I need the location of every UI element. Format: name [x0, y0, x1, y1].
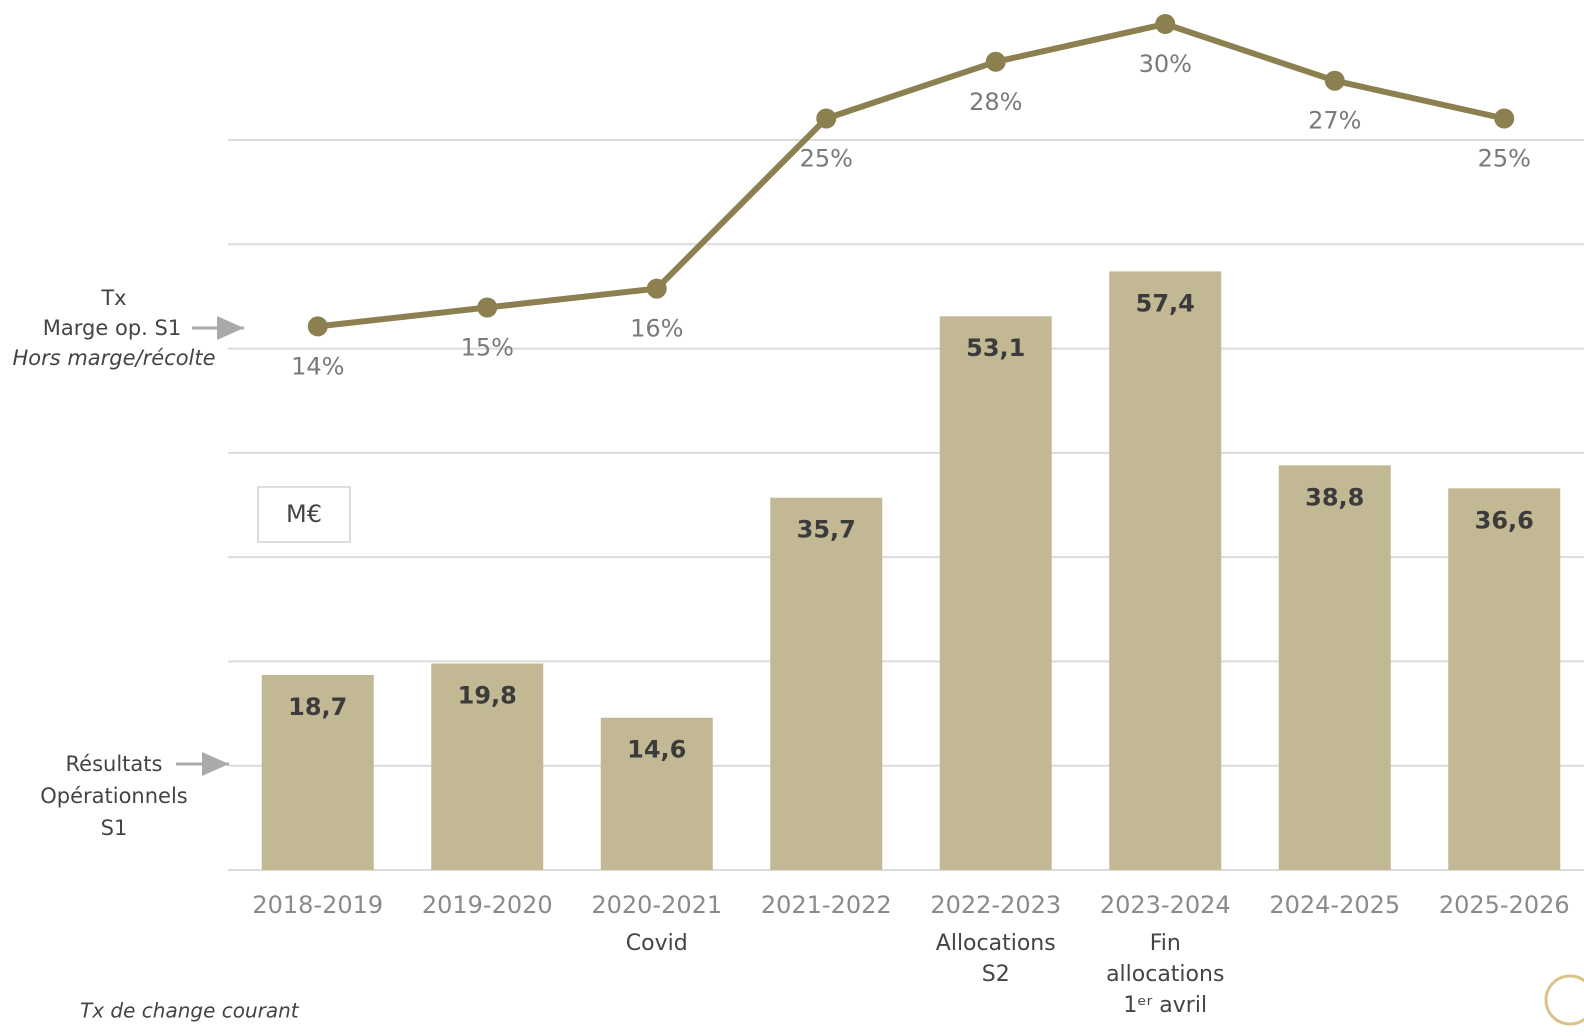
- value-label: 25%: [1478, 145, 1531, 173]
- bar: [1278, 465, 1391, 870]
- bar: [939, 316, 1052, 870]
- category-note: S2: [982, 962, 1010, 987]
- x-tick-label: 2018-2019: [252, 891, 383, 919]
- series-label: Tx: [100, 286, 126, 310]
- series-label: Opérationnels: [40, 784, 188, 808]
- value-label: 38,8: [1305, 483, 1364, 511]
- line-point: [1155, 14, 1176, 34]
- line-point: [1324, 70, 1345, 91]
- value-label: 19,8: [458, 682, 517, 710]
- bar: [1109, 271, 1222, 870]
- x-tick-label: 2021-2022: [761, 891, 892, 919]
- value-label: 57,4: [1136, 289, 1195, 317]
- bar: [600, 717, 713, 870]
- logo: [1544, 974, 1584, 1026]
- x-tick-label: 2019-2020: [422, 891, 553, 919]
- series-label: Hors marge/récolte: [12, 346, 215, 370]
- line-point: [477, 297, 498, 318]
- unit-box: [257, 486, 351, 543]
- bar: [431, 663, 544, 870]
- line-point: [1494, 108, 1515, 129]
- value-label: 18,7: [288, 693, 347, 721]
- footnote: Tx de change courant: [80, 999, 300, 1023]
- line: [317, 21, 1505, 330]
- unit-label: M€: [286, 500, 322, 528]
- bar: [1448, 488, 1561, 870]
- category-note: 1ᵉʳ avril: [1123, 993, 1207, 1018]
- bar: [261, 674, 374, 870]
- x-tick-label: 2022-2023: [930, 891, 1061, 919]
- value-label: 16%: [630, 315, 683, 343]
- value-label: 14,6: [627, 736, 686, 764]
- value-label: 15%: [461, 334, 514, 362]
- x-tick-label: 2025-2026: [1439, 891, 1570, 919]
- x-tick-label: 2023-2024: [1100, 891, 1231, 919]
- value-label: 25%: [800, 145, 853, 173]
- line-point: [646, 278, 667, 299]
- line-point: [816, 108, 837, 129]
- value-label: 36,6: [1475, 506, 1534, 534]
- series-label: Résultats: [66, 752, 163, 776]
- line-point: [985, 51, 1006, 72]
- category-note: Fin: [1150, 931, 1181, 956]
- series-label: Marge op. S1: [43, 316, 181, 340]
- x-tick-label: 2024-2025: [1269, 891, 1400, 919]
- value-label: 28%: [969, 88, 1022, 116]
- value-label: 35,7: [797, 516, 856, 544]
- value-label: 14%: [291, 352, 344, 380]
- x-tick-label: 2020-2021: [591, 891, 722, 919]
- category-note: Covid: [626, 931, 688, 956]
- series-label: S1: [101, 816, 128, 840]
- line-point: [307, 316, 328, 337]
- bar: [770, 497, 883, 870]
- value-label: 53,1: [966, 334, 1025, 362]
- value-label: 30%: [1139, 50, 1192, 78]
- value-label: 27%: [1308, 107, 1361, 135]
- category-note: Allocations: [936, 931, 1056, 956]
- category-note: allocations: [1106, 962, 1224, 987]
